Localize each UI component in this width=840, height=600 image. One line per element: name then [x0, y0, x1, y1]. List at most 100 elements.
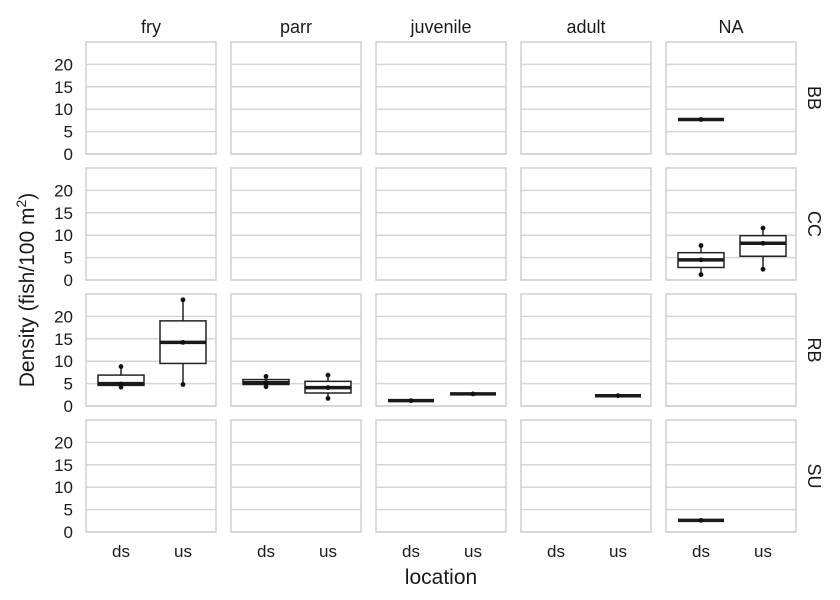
data-point	[180, 382, 186, 387]
panel-frame	[85, 419, 217, 533]
data-point	[760, 240, 766, 246]
y-tick-label-RB-20: 20	[54, 307, 73, 326]
boxplot-RB-juvenile-ds	[388, 398, 434, 404]
panel-SU-parr	[230, 419, 362, 533]
y-tick-label-BB-20: 20	[54, 55, 73, 74]
x-tick-label-NA-ds: ds	[692, 542, 710, 561]
data-point	[615, 393, 621, 399]
y-axis-title-end: )	[16, 193, 39, 200]
boxplot-CC-NA-us	[739, 225, 787, 272]
y-tick-label-CC-0: 0	[64, 271, 73, 290]
y-axis-title-main: Density (fish/100 m	[16, 208, 39, 388]
x-tick-label-fry-ds: ds	[112, 542, 130, 561]
data-point	[698, 117, 704, 122]
data-point	[325, 385, 331, 391]
data-point	[760, 266, 766, 272]
row-strip-label-RB: RB	[804, 337, 824, 362]
panel-RB-adult	[520, 293, 652, 407]
data-point	[698, 243, 704, 248]
boxplot-BB-NA-ds	[678, 117, 724, 122]
data-point	[698, 517, 704, 523]
panel-RB-NA	[665, 293, 797, 407]
panel-frame	[375, 419, 507, 533]
panel-frame	[230, 41, 362, 155]
panel-SU-juvenile	[375, 419, 507, 533]
y-tick-label-SU-10: 10	[54, 478, 73, 497]
panel-frame	[665, 293, 797, 407]
y-tick-label-CC-15: 15	[54, 204, 73, 223]
boxplot-RB-parr-ds	[242, 374, 290, 390]
y-tick-label-RB-15: 15	[54, 330, 73, 349]
y-tick-label-CC-5: 5	[64, 249, 73, 268]
panel-RB-juvenile	[375, 293, 507, 407]
data-point	[470, 391, 476, 397]
y-tick-label-SU-5: 5	[64, 501, 73, 520]
panel-CC-adult	[520, 167, 652, 281]
y-tick-label-BB-5: 5	[64, 123, 73, 142]
y-tick-label-CC-20: 20	[54, 181, 73, 200]
y-tick-label-SU-15: 15	[54, 456, 73, 475]
x-tick-label-fry-us: us	[174, 542, 192, 561]
y-tick-label-BB-0: 0	[64, 145, 73, 164]
panel-BB-juvenile	[375, 41, 507, 155]
panel-BB-parr	[230, 41, 362, 155]
data-point	[408, 398, 414, 404]
data-point	[263, 380, 269, 386]
data-point	[698, 272, 704, 278]
x-tick-label-juvenile-ds: ds	[402, 542, 420, 561]
row-strip-label-SU: SU	[804, 463, 824, 488]
panel-frame	[520, 293, 652, 407]
panel-BB-NA	[665, 41, 797, 155]
panel-BB-fry	[85, 41, 217, 155]
panel-SU-adult	[520, 419, 652, 533]
x-tick-label-adult-ds: ds	[547, 542, 565, 561]
panel-frame	[375, 293, 507, 407]
panel-frame	[665, 419, 797, 533]
y-tick-label-BB-10: 10	[54, 100, 73, 119]
y-tick-label-RB-5: 5	[64, 375, 73, 394]
panel-frame	[665, 41, 797, 155]
y-tick-label-CC-10: 10	[54, 226, 73, 245]
panel-BB-adult	[520, 41, 652, 155]
column-strip-label-juvenile: juvenile	[409, 17, 471, 37]
boxplot-RB-fry-us	[159, 297, 207, 387]
panel-frame	[230, 293, 362, 407]
panels-layer: fry parr juvenile adult NA BB CC RB SU 0 5 10 15 20 0 5…	[54, 17, 824, 561]
column-strip-label-adult: adult	[566, 17, 605, 37]
panel-SU-fry	[85, 419, 217, 533]
boxplot-SU-NA-ds	[678, 517, 724, 523]
boxplot-RB-adult-us	[595, 393, 641, 399]
x-tick-label-parr-us: us	[319, 542, 337, 561]
data-point	[698, 257, 704, 263]
box	[739, 234, 787, 258]
y-tick-label-SU-20: 20	[54, 433, 73, 452]
data-point	[760, 225, 766, 231]
x-tick-label-juvenile-us: us	[464, 542, 482, 561]
data-point	[118, 381, 124, 387]
panel-RB-fry	[85, 293, 217, 407]
panel-frame	[375, 41, 507, 155]
boxplot-RB-parr-us	[304, 372, 352, 401]
y-tick-label-RB-0: 0	[64, 397, 73, 416]
x-tick-label-parr-ds: ds	[257, 542, 275, 561]
panel-frame	[85, 167, 217, 281]
data-point	[180, 297, 186, 303]
column-strip-label-NA: NA	[718, 17, 743, 37]
y-tick-label-RB-10: 10	[54, 352, 73, 371]
panel-frame	[520, 419, 652, 533]
panel-CC-juvenile	[375, 167, 507, 281]
y-tick-label-SU-0: 0	[64, 523, 73, 542]
panel-frame	[230, 167, 362, 281]
panel-frame	[375, 167, 507, 281]
column-strip-label-fry: fry	[141, 17, 161, 37]
panel-frame	[665, 167, 797, 281]
data-point	[118, 364, 124, 369]
panel-CC-parr	[230, 167, 362, 281]
boxplot-CC-NA-ds	[677, 243, 725, 278]
data-point	[263, 374, 269, 379]
panel-SU-NA	[665, 419, 797, 533]
column-strip-label-parr: parr	[280, 17, 312, 37]
y-axis-title-superscript: 2	[13, 200, 29, 208]
data-point	[325, 395, 331, 401]
